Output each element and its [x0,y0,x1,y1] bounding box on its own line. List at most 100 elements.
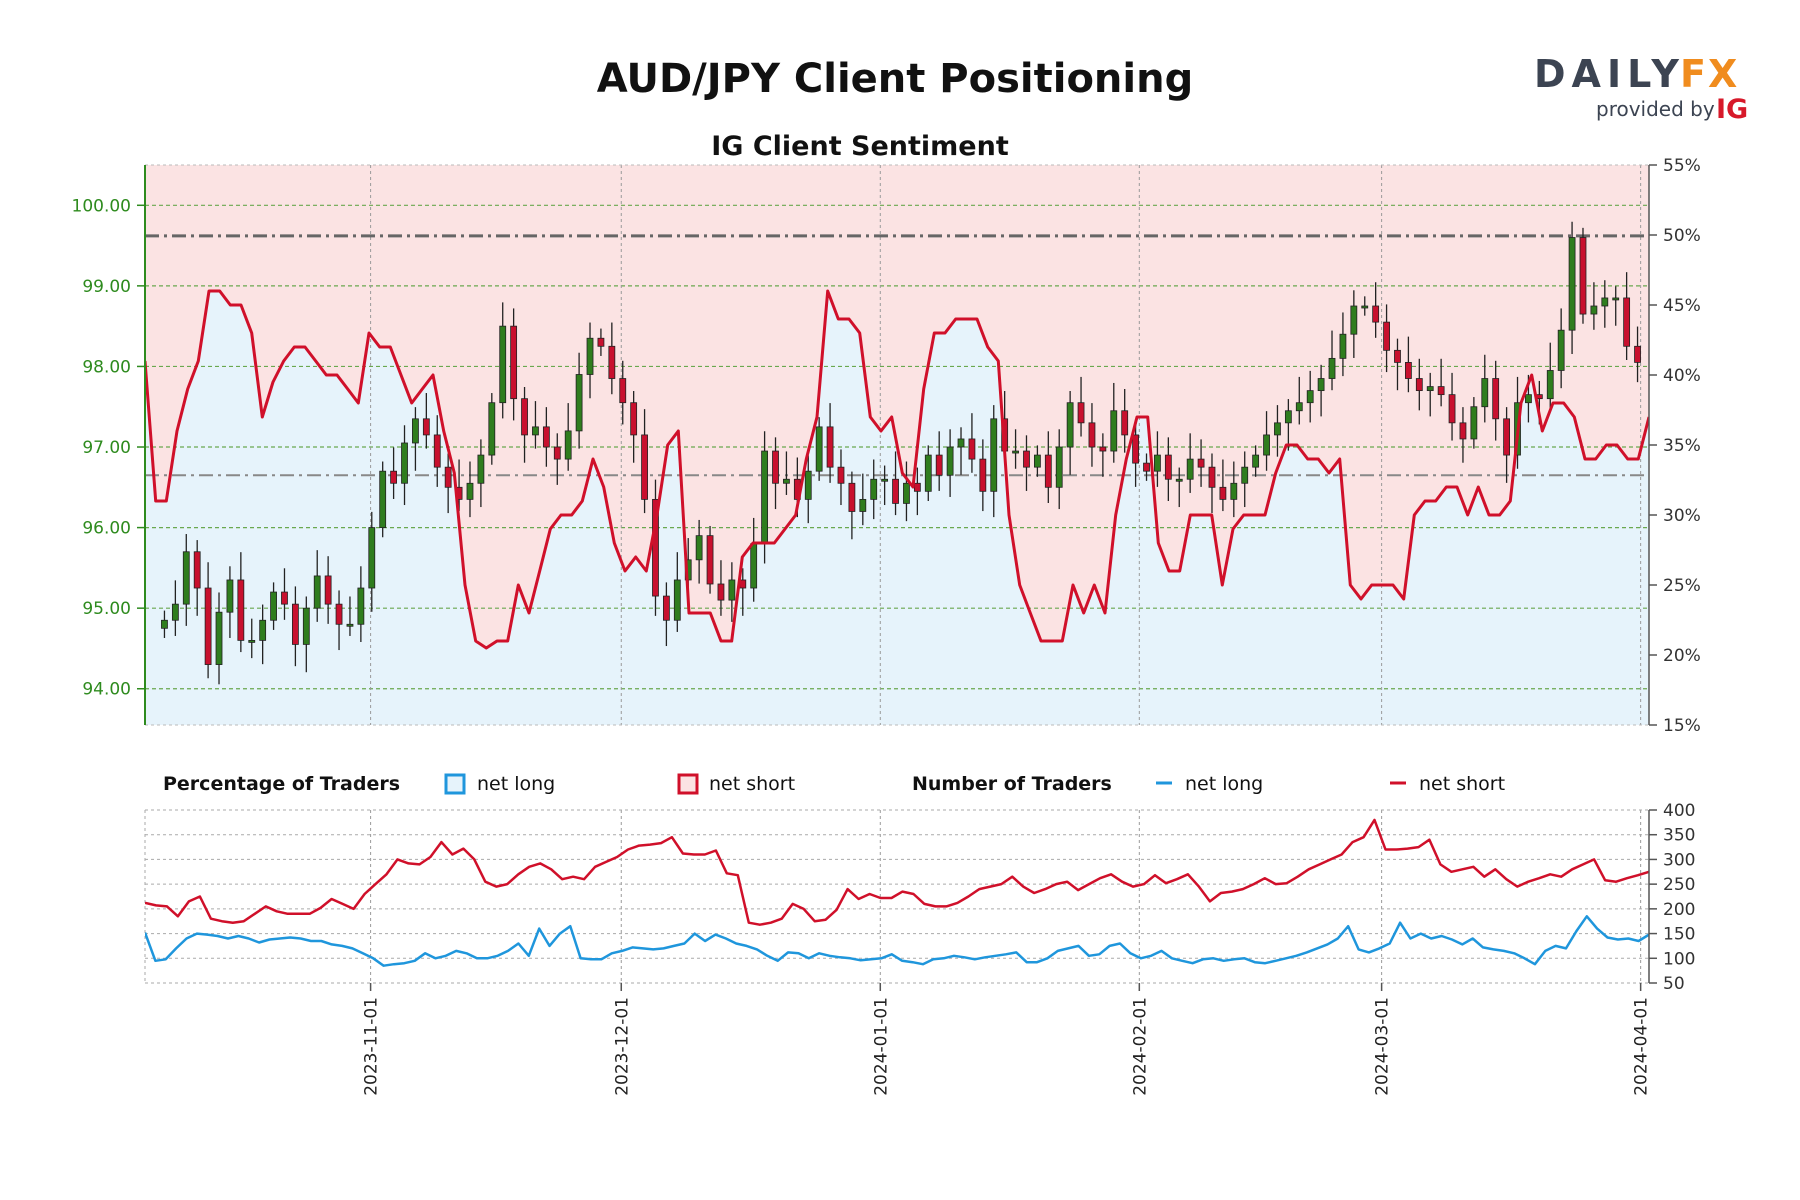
legend-pct-short: net short [709,773,795,795]
candle-body [1470,406,1478,440]
candle-body [1164,454,1172,480]
candle-body [979,458,987,492]
candle-body [542,426,550,448]
candle-body [204,587,212,665]
candle-body [728,579,736,601]
candle-body [695,535,703,561]
trader-count-panel: 50 100 150 200 250 300 350 400 [144,801,1695,994]
candle-body [1437,386,1445,396]
candle-body [401,442,408,484]
legend-pct-short-swatch [677,773,699,795]
candle-body [783,478,790,484]
candle-body [1503,418,1511,456]
candle-body [1012,450,1019,454]
date-axis: 2023-11-01 2023-12-01 2024-01-01 2024-02-01… [362,983,1652,1096]
candle-body [903,482,910,504]
net-long-area [145,291,1649,725]
candle-body [1208,466,1216,488]
dailyfx-logo: DAILY FX provided by IG [1534,52,1748,125]
candle-body [357,587,365,625]
candle-body [990,418,998,492]
candle-body [608,345,616,379]
price-tick-label: 95.00 [82,599,131,619]
candle-body [1252,454,1260,468]
candle-body [182,551,190,605]
count-tick-label: 100 [1663,949,1695,969]
logo-daily: DAILY [1534,52,1685,96]
candle-body [924,454,932,492]
logo-ig: IG [1716,94,1748,125]
date-tick-label: 2024-02-01 [1130,997,1150,1096]
net-short-count-line [145,818,1649,926]
pct-tick-label: 50% [1663,226,1701,246]
candle-body [946,446,954,476]
pct-tick-label: 30% [1663,506,1701,526]
candle-body [619,378,627,404]
net-long-count-line [145,915,1649,967]
count-tick-label: 50 [1663,974,1685,994]
legend: Percentage of Traders net long net short… [163,773,1505,795]
candle-body [859,498,867,512]
date-tick-label: 2023-11-01 [362,997,382,1096]
candle-body [335,603,343,625]
legend-pct-heading: Percentage of Traders [163,773,400,795]
candle-body [346,623,354,627]
candle-body [466,482,474,500]
price-tick-label: 99.00 [82,277,131,297]
candle-body [641,434,648,500]
candle-body [1612,297,1620,301]
candle-body [564,430,572,460]
candle-body [161,619,168,629]
candle-body [270,591,277,621]
candle-body [171,603,179,621]
logo-fx: FX [1680,52,1739,96]
candle-body [1044,454,1052,488]
candle-body [935,454,943,476]
candle-body [630,402,638,436]
net-short-pct-line [145,289,1649,650]
candle-body [259,619,267,641]
candle-body [772,450,779,484]
candle-body [1033,454,1041,468]
candle-body [1350,305,1358,335]
candle-body [532,426,539,436]
candle-body [1339,333,1347,359]
price-tick-label: 97.00 [82,438,131,458]
candle-body [1219,486,1227,500]
candle-body [1415,378,1423,392]
count-tick-label: 150 [1663,925,1695,945]
count-tick-label: 400 [1663,801,1695,821]
candle-body [1426,386,1434,392]
candle-body [1110,410,1118,452]
candle-body [226,579,234,613]
pct-tick-label: 45% [1663,296,1701,316]
price-tick-label: 98.00 [82,357,131,377]
count-tick-label: 250 [1663,875,1695,895]
candle-body [313,575,321,609]
candle-body [913,482,921,492]
candle-body [1284,410,1292,424]
candle-body [1263,434,1270,456]
chart-title: AUD/JPY Client Positioning [597,56,1193,102]
candle-body [1241,466,1249,484]
candle-body [1383,321,1390,351]
pct-tick-label: 20% [1663,646,1701,666]
candle-body [1568,237,1576,331]
candle-body [521,398,528,436]
candle-body [815,426,823,472]
candle-body [826,426,834,468]
candle-body [586,337,594,375]
candle-body [302,607,310,645]
candle-body [1317,378,1325,392]
candle-body [1295,402,1303,412]
candle-body [553,446,561,460]
pct-tick-label: 55% [1663,156,1701,176]
count-tick-label: 350 [1663,826,1695,846]
date-tick-label: 2024-04-01 [1632,997,1652,1096]
candle-body [1132,434,1140,464]
pct-tick-label: 25% [1663,576,1701,596]
candle-body [444,466,452,488]
legend-num-long: net long [1185,773,1263,795]
candle-body [193,551,201,589]
